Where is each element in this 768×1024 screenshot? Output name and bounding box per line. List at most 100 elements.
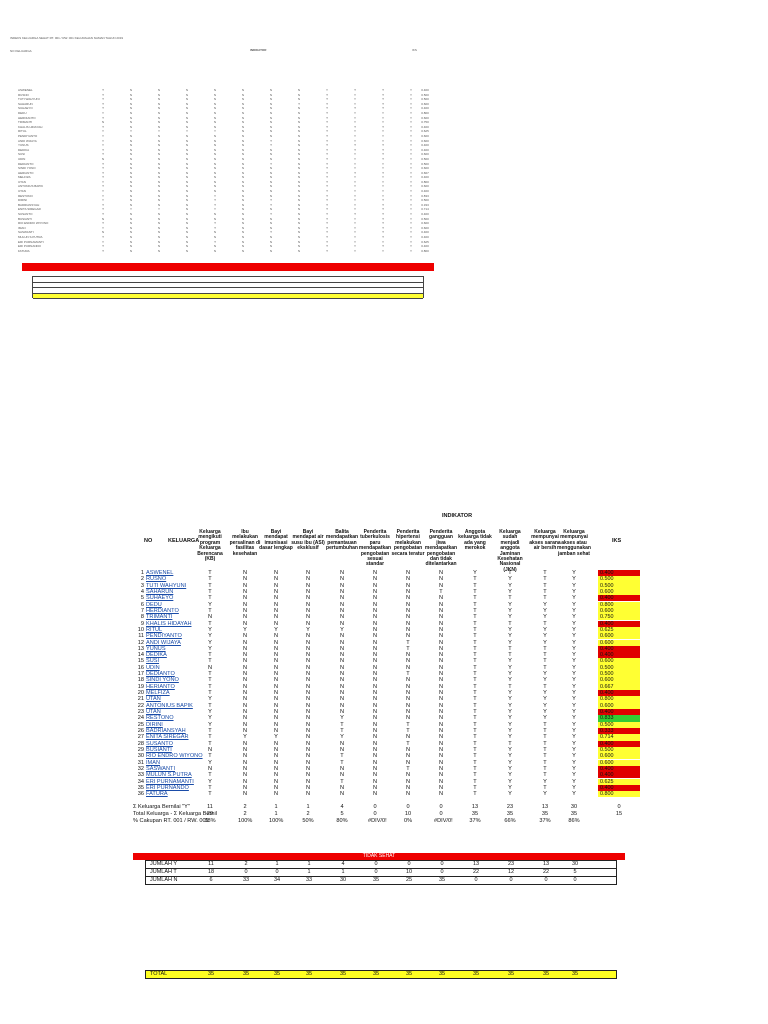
indicator-cell: Y [572, 746, 576, 753]
family-name-link[interactable]: RIO ENDRO WIYONO [146, 753, 203, 760]
mini-cell: N [157, 184, 161, 189]
indicator-cell: Y [243, 626, 247, 633]
mini-cell: Y [353, 138, 356, 143]
family-name-link[interactable]: MELFIZA [146, 690, 170, 697]
family-name-link[interactable]: YUNUS [146, 645, 166, 652]
row-number: 29 [137, 746, 144, 753]
family-name-link[interactable]: ANTONIUS BAPIK [146, 702, 193, 709]
mini-cell: N [157, 216, 161, 221]
family-name-link[interactable]: TUTI WAHYUNI [146, 582, 187, 589]
family-name-link[interactable]: HERDIANTO [146, 607, 179, 614]
summary-cell: 10 [404, 811, 412, 817]
indicator-cell: T [473, 715, 477, 722]
family-name-link[interactable]: SASWANTI [146, 765, 176, 772]
family-name-link[interactable]: TRIMANTI [146, 614, 173, 621]
indicator-cell: Y [508, 607, 512, 614]
indicator-cell: Y [508, 671, 512, 678]
indicator-cell: N [305, 759, 311, 766]
total-cell: 35 [438, 971, 446, 977]
table-row: 22 ANTONIUS BAPIK T N N N N N N N T Y Y Y 0.600 [0, 702, 768, 709]
indicator-cell: T [543, 765, 547, 772]
mini-cell: N [297, 124, 301, 129]
family-name-link[interactable]: BUSIANTI [146, 746, 172, 753]
mini-iks: 0.800 [421, 110, 429, 115]
mini-cell: N [129, 110, 133, 115]
mini-cell: T [102, 106, 104, 111]
mini-cell: T [382, 152, 384, 157]
mini-cell: T [382, 101, 384, 106]
mini-cell: Y [353, 244, 356, 249]
family-name-link[interactable]: IMAN [146, 759, 160, 766]
mini-cell: N [213, 88, 217, 92]
mini-cell: T [354, 170, 356, 175]
indicator-cell: T [543, 784, 547, 791]
family-name-link[interactable]: RESTONO [146, 715, 174, 722]
family-name-link[interactable]: FATURA [146, 791, 168, 798]
mini-cell: T [214, 239, 216, 244]
family-name-link[interactable]: DEDIKA [146, 652, 167, 659]
family-name-link[interactable]: UDIN [146, 664, 160, 671]
family-name-link[interactable]: DEDU [146, 601, 162, 608]
row-number: 11 [138, 633, 144, 640]
indicator-cell: T [340, 778, 344, 785]
family-name-link[interactable]: DIRINI [146, 721, 163, 728]
mini-cell: N [129, 133, 133, 138]
indicator-cell: N [405, 709, 411, 716]
mini-row: DIRINI Y N N N T N T N T Y T Y 0.500 [10, 198, 430, 203]
family-name-link[interactable]: RUSNO [146, 576, 167, 583]
family-name-link[interactable]: BADRIANSYAH [146, 728, 186, 734]
mini-iks: 0.600 [421, 101, 429, 106]
indicator-cell: N [305, 633, 311, 640]
indicator-cell: N [405, 753, 411, 760]
mini-cell: N [297, 92, 301, 97]
indicator-cell: Y [508, 664, 512, 671]
summary-cell: 29 [206, 811, 214, 817]
mini-cell: T [102, 244, 104, 249]
family-name-link[interactable]: KHALIS HIDAYAH [146, 620, 192, 627]
indicator-cell: Y [572, 702, 576, 709]
family-name-link[interactable]: HERIANTO [146, 683, 175, 690]
indicator-cell: N [438, 778, 444, 785]
mini-cell: Y [409, 101, 412, 106]
family-name-link[interactable]: SAHARUN [146, 588, 174, 595]
family-name-link[interactable]: SUHAEYO [146, 595, 174, 602]
family-name-link[interactable]: DEDIANTO [146, 671, 175, 678]
mini-cell: T [326, 235, 328, 239]
family-name-link[interactable]: ERI PURNAMANTI [146, 778, 194, 785]
indicator-cell: T [406, 645, 410, 652]
iks-cell: 0.400 [598, 709, 640, 716]
family-name-link[interactable]: ANDI WIJAYA [146, 639, 181, 646]
mini-rows: ASWENEL T N N N N N N N Y T T Y 0.400 RUSNO T N N N N N N N T Y T… [10, 88, 430, 253]
family-name-link[interactable]: SUSI [146, 658, 160, 665]
mini-cell: N [297, 244, 301, 249]
indicator-cell: T [473, 746, 477, 753]
jumlah-cell: 22 [542, 869, 550, 875]
mini-cell: Y [353, 97, 356, 102]
family-name-link[interactable]: UTAN [146, 696, 161, 703]
family-name-link[interactable]: SUSANTO [146, 740, 173, 747]
column-header: Penderita gangguan jiwa mendapatkan peng… [424, 529, 458, 568]
family-name-link[interactable]: ENITA SIREGAR [146, 734, 189, 741]
mini-cell: N [241, 216, 245, 221]
mini-cell: T [102, 88, 104, 92]
family-name-link[interactable]: ASWENEL [146, 570, 174, 576]
indicator-cell: N [273, 791, 279, 798]
indicator-cell: Y [508, 784, 512, 791]
mini-cell: Y [101, 179, 104, 184]
mini-cell: Y [353, 166, 356, 171]
mini-cell: N [213, 230, 217, 235]
family-name-link[interactable]: MULUN S.PUTRA [146, 772, 192, 779]
mini-cell: N [213, 97, 217, 102]
summary-cell: 5 [340, 811, 344, 817]
mini-cell: Y [101, 225, 104, 230]
family-name-link[interactable]: UTAN [146, 709, 161, 716]
mini-cell: N [297, 175, 301, 180]
family-name-link[interactable]: PENDIYANTO [146, 633, 182, 640]
family-name-link[interactable]: RITUL [146, 626, 163, 633]
family-name-link[interactable]: SINDI YONO [146, 677, 179, 684]
indicator-cell: T [473, 664, 477, 671]
mini-cell: N [297, 189, 301, 194]
summary-cell: 0% [403, 818, 413, 824]
mini-row: UTAN Y N N N N N N N T Y Y Y 0.400 [10, 189, 430, 194]
family-name-link[interactable]: ERI PURNANDO [146, 784, 189, 791]
